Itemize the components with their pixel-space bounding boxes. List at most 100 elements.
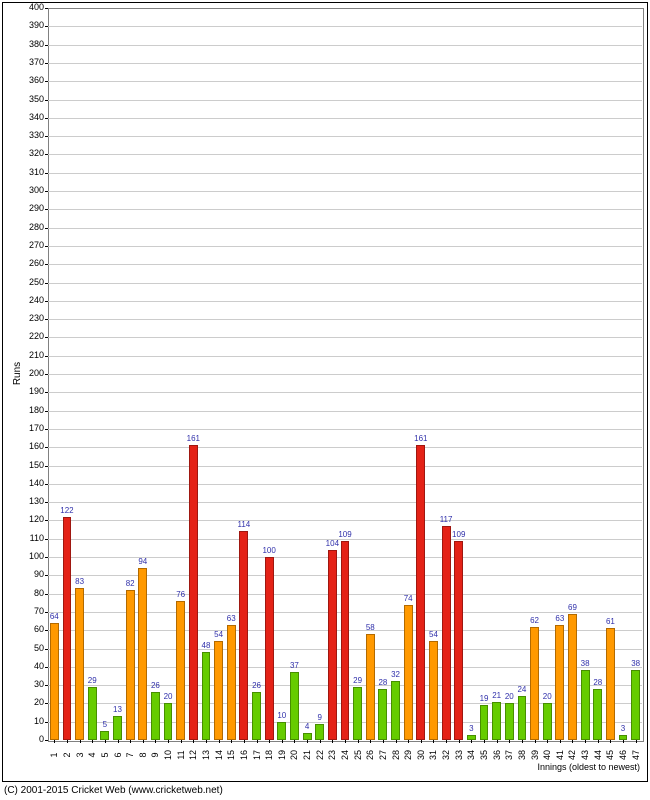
y-grid-line	[48, 447, 642, 448]
y-tick	[45, 520, 48, 521]
bar	[353, 687, 362, 740]
x-tick	[471, 740, 472, 743]
x-tick-label: 5	[100, 750, 110, 760]
y-tick-label: 40	[20, 661, 44, 671]
bar-value-label: 69	[562, 603, 582, 612]
y-grid-line	[48, 466, 642, 467]
x-tick-label: 22	[315, 750, 325, 760]
x-tick	[623, 740, 624, 743]
y-tick-label: 310	[20, 167, 44, 177]
x-tick-label: 6	[113, 750, 123, 760]
x-tick-label: 47	[631, 750, 641, 760]
bar-value-label: 10	[272, 711, 292, 720]
bar	[303, 733, 312, 740]
bar-value-label: 3	[461, 724, 481, 733]
y-tick	[45, 411, 48, 412]
y-tick-label: 280	[20, 222, 44, 232]
x-tick	[636, 740, 637, 743]
x-tick-label: 9	[150, 750, 160, 760]
y-tick-label: 210	[20, 350, 44, 360]
bar	[277, 722, 286, 740]
y-grid-line	[48, 374, 642, 375]
y-grid-line	[48, 392, 642, 393]
y-tick	[45, 154, 48, 155]
y-tick-label: 370	[20, 57, 44, 67]
y-tick-label: 220	[20, 331, 44, 341]
bar-value-label: 29	[348, 676, 368, 685]
bar-value-label: 64	[44, 612, 64, 621]
bar	[416, 445, 425, 740]
x-tick-label: 28	[391, 750, 401, 760]
bar	[631, 670, 640, 740]
y-tick-label: 100	[20, 551, 44, 561]
x-tick-label: 36	[492, 750, 502, 760]
x-tick	[105, 740, 106, 743]
x-tick	[446, 740, 447, 743]
bar-value-label: 38	[575, 659, 595, 668]
x-tick	[219, 740, 220, 743]
y-tick-label: 350	[20, 94, 44, 104]
y-tick-label: 190	[20, 386, 44, 396]
bar-value-label: 24	[512, 685, 532, 694]
x-tick	[497, 740, 498, 743]
y-tick-label: 250	[20, 277, 44, 287]
bar-value-label: 82	[120, 579, 140, 588]
y-tick	[45, 246, 48, 247]
y-tick-label: 10	[20, 716, 44, 726]
bar	[429, 641, 438, 740]
y-tick	[45, 374, 48, 375]
x-tick-label: 30	[416, 750, 426, 760]
copyright-text: (C) 2001-2015 Cricket Web (www.cricketwe…	[4, 785, 223, 796]
y-grid-line	[48, 264, 642, 265]
y-grid-line	[48, 81, 642, 82]
x-tick	[320, 740, 321, 743]
y-tick	[45, 228, 48, 229]
x-tick	[143, 740, 144, 743]
y-tick	[45, 392, 48, 393]
y-tick	[45, 484, 48, 485]
bar-value-label: 62	[525, 616, 545, 625]
x-tick-label: 14	[214, 750, 224, 760]
y-tick-label: 130	[20, 496, 44, 506]
y-tick	[45, 63, 48, 64]
bar-value-label: 20	[158, 692, 178, 701]
y-tick	[45, 209, 48, 210]
y-tick-label: 380	[20, 39, 44, 49]
x-tick	[484, 740, 485, 743]
x-tick	[294, 740, 295, 743]
bar	[63, 517, 72, 740]
y-tick-label: 80	[20, 588, 44, 598]
bar-value-label: 20	[537, 692, 557, 701]
x-tick-label: 10	[163, 750, 173, 760]
bar-value-label: 83	[70, 577, 90, 586]
bar-value-label: 32	[386, 670, 406, 679]
x-axis-label: Innings (oldest to newest)	[537, 762, 640, 772]
y-grid-line	[48, 209, 642, 210]
y-tick	[45, 8, 48, 9]
x-tick	[345, 740, 346, 743]
bar	[492, 702, 501, 740]
y-grid-line	[48, 301, 642, 302]
x-tick	[130, 740, 131, 743]
y-tick-label: 360	[20, 75, 44, 85]
x-tick	[282, 740, 283, 743]
x-tick-label: 1	[49, 750, 59, 760]
bar-value-label: 161	[183, 434, 203, 443]
bar-value-label: 104	[322, 539, 342, 548]
bar	[315, 724, 324, 740]
y-grid-line	[48, 429, 642, 430]
y-tick-label: 320	[20, 148, 44, 158]
bar	[366, 634, 375, 740]
chart-container: 0102030405060708090100110120130140150160…	[0, 0, 650, 800]
bar	[480, 705, 489, 740]
y-tick-label: 180	[20, 405, 44, 415]
y-tick-label: 50	[20, 643, 44, 653]
x-tick-label: 44	[593, 750, 603, 760]
y-tick	[45, 301, 48, 302]
y-tick	[45, 594, 48, 595]
x-tick-label: 24	[340, 750, 350, 760]
x-tick-label: 33	[454, 750, 464, 760]
x-tick-label: 15	[226, 750, 236, 760]
y-tick-label: 390	[20, 20, 44, 30]
x-tick	[535, 740, 536, 743]
